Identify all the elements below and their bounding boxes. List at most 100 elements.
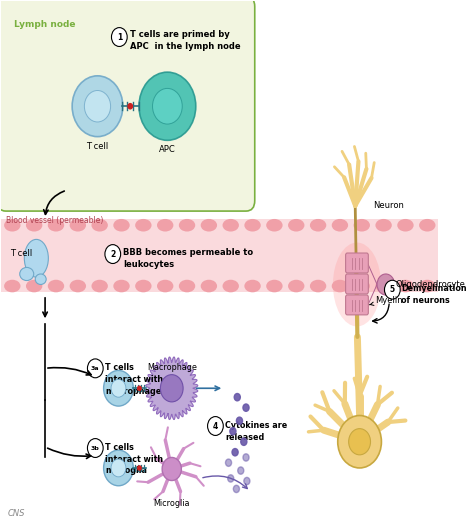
Circle shape	[237, 417, 243, 424]
Circle shape	[137, 386, 141, 391]
Ellipse shape	[222, 219, 239, 231]
FancyBboxPatch shape	[346, 274, 368, 294]
Text: 4: 4	[213, 422, 218, 431]
Text: 1: 1	[117, 33, 122, 42]
Ellipse shape	[157, 280, 173, 292]
Ellipse shape	[24, 239, 48, 277]
Text: Cytokines are
released: Cytokines are released	[225, 421, 287, 442]
FancyBboxPatch shape	[0, 0, 255, 211]
Circle shape	[377, 274, 394, 295]
Text: Blood vessel (permeable): Blood vessel (permeable)	[6, 216, 103, 225]
Ellipse shape	[48, 280, 64, 292]
Ellipse shape	[113, 219, 130, 231]
Ellipse shape	[26, 219, 42, 231]
Circle shape	[72, 76, 123, 136]
Circle shape	[105, 245, 121, 264]
FancyArrowPatch shape	[196, 386, 219, 391]
FancyArrowPatch shape	[43, 298, 47, 317]
Ellipse shape	[354, 280, 370, 292]
Text: T cell: T cell	[86, 142, 109, 151]
Text: BBB becomes permeable to
leukocytes: BBB becomes permeable to leukocytes	[123, 248, 253, 269]
FancyArrowPatch shape	[203, 476, 247, 489]
Ellipse shape	[310, 219, 326, 231]
Ellipse shape	[245, 219, 261, 231]
FancyBboxPatch shape	[346, 295, 368, 315]
Circle shape	[111, 379, 126, 397]
Ellipse shape	[179, 280, 195, 292]
Circle shape	[230, 427, 236, 435]
Ellipse shape	[135, 280, 152, 292]
Ellipse shape	[20, 267, 34, 280]
Circle shape	[104, 370, 133, 406]
Circle shape	[208, 416, 223, 435]
Circle shape	[233, 485, 239, 493]
Ellipse shape	[4, 280, 20, 292]
Ellipse shape	[157, 219, 173, 231]
Circle shape	[111, 459, 126, 477]
Ellipse shape	[332, 219, 348, 231]
Circle shape	[243, 404, 249, 412]
Text: Myelin: Myelin	[369, 296, 402, 306]
Ellipse shape	[91, 280, 108, 292]
FancyArrowPatch shape	[44, 191, 64, 214]
Ellipse shape	[135, 219, 152, 231]
Ellipse shape	[397, 280, 414, 292]
Circle shape	[87, 359, 103, 378]
Circle shape	[243, 454, 249, 461]
Circle shape	[241, 438, 247, 445]
Circle shape	[232, 448, 238, 456]
Text: T cells
interact with
microglia: T cells interact with microglia	[105, 443, 163, 475]
Circle shape	[226, 459, 232, 466]
Circle shape	[84, 91, 110, 122]
Text: 3a: 3a	[91, 366, 100, 371]
Circle shape	[384, 280, 400, 299]
Ellipse shape	[332, 280, 348, 292]
FancyArrowPatch shape	[47, 448, 91, 458]
Ellipse shape	[201, 280, 217, 292]
Text: 3b: 3b	[91, 445, 100, 451]
Circle shape	[228, 475, 234, 482]
Ellipse shape	[245, 280, 261, 292]
Ellipse shape	[333, 242, 381, 326]
Ellipse shape	[266, 219, 283, 231]
Ellipse shape	[179, 219, 195, 231]
Circle shape	[137, 466, 141, 470]
Ellipse shape	[310, 280, 326, 292]
Circle shape	[338, 415, 382, 468]
Ellipse shape	[222, 280, 239, 292]
FancyArrowPatch shape	[48, 367, 91, 375]
Circle shape	[349, 428, 371, 455]
Text: CNS: CNS	[8, 509, 26, 518]
Circle shape	[160, 375, 183, 402]
Bar	[1, 219, 438, 292]
Text: Oligodendrocyte: Oligodendrocyte	[395, 280, 465, 289]
Ellipse shape	[35, 274, 46, 285]
Text: Macrophage: Macrophage	[147, 363, 197, 372]
Ellipse shape	[288, 280, 304, 292]
Circle shape	[237, 467, 244, 474]
Text: T cell: T cell	[10, 249, 32, 258]
Circle shape	[139, 72, 196, 140]
Text: Neuron: Neuron	[373, 201, 403, 210]
Text: Demyelination
of neurons: Demyelination of neurons	[401, 285, 467, 305]
Text: APC: APC	[159, 145, 176, 154]
Text: Lymph node: Lymph node	[15, 19, 76, 29]
Ellipse shape	[375, 280, 392, 292]
Ellipse shape	[354, 219, 370, 231]
Ellipse shape	[70, 219, 86, 231]
Circle shape	[128, 104, 132, 109]
FancyArrowPatch shape	[373, 304, 389, 323]
Ellipse shape	[419, 219, 436, 231]
Circle shape	[244, 477, 250, 485]
Text: Microglia: Microglia	[154, 500, 190, 509]
Circle shape	[234, 394, 240, 401]
Ellipse shape	[4, 219, 20, 231]
Ellipse shape	[26, 280, 42, 292]
Ellipse shape	[201, 219, 217, 231]
Ellipse shape	[266, 280, 283, 292]
Ellipse shape	[397, 219, 414, 231]
Ellipse shape	[288, 219, 304, 231]
Ellipse shape	[113, 280, 130, 292]
Polygon shape	[146, 357, 198, 419]
Circle shape	[111, 27, 127, 46]
